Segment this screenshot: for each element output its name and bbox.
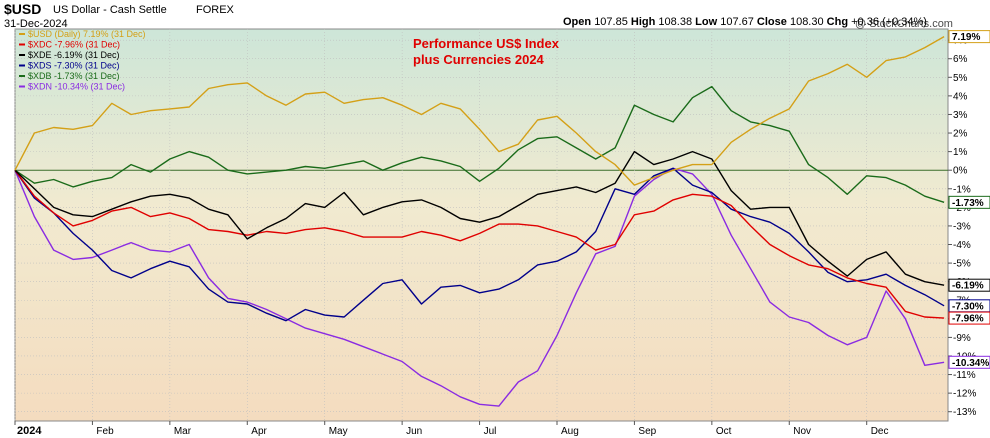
y-tick-label: 3%: [953, 110, 968, 121]
end-value-box: [948, 311, 990, 325]
x-tick-label: Mar: [174, 426, 192, 437]
chg-label: Chg: [826, 16, 849, 28]
x-tick-label: 2024: [17, 425, 42, 437]
series-line: [14, 85, 945, 203]
series-line: [14, 167, 945, 407]
y-tick-label: 5%: [953, 73, 968, 84]
y-tick-label: 2%: [953, 129, 968, 140]
end-value-label: -6.19%: [952, 281, 984, 292]
end-value-box: [948, 195, 990, 209]
legend-entry: $USD (Daily) 7.19% (31 Dec): [28, 29, 146, 39]
end-value-box: [948, 355, 990, 369]
chart-title-line: Performance US$ Index: [413, 36, 560, 51]
ohlc-bar: Open 107.85 High 108.38 Low 107.67 Close…: [563, 16, 927, 28]
x-tick-label: Oct: [716, 426, 732, 437]
close-label: Close: [756, 16, 787, 28]
high-value: 108.38: [658, 16, 693, 28]
end-value-label: -7.30%: [952, 301, 984, 312]
series-line: [14, 150, 945, 286]
chart-date: 31-Dec-2024: [4, 18, 68, 30]
x-tick-label: Apr: [251, 426, 267, 437]
series-line: [14, 167, 945, 322]
end-value-box: [948, 30, 990, 44]
x-tick-label: Jun: [406, 426, 422, 437]
x-tick-label: Sep: [638, 426, 656, 437]
end-value-box: [948, 278, 990, 292]
y-tick-label: -11%: [953, 370, 976, 381]
low-value: 107.67: [720, 16, 754, 28]
end-value-label: -10.34%: [952, 358, 989, 369]
end-value-label: -1.73%: [952, 198, 984, 209]
low-label: Low: [695, 16, 718, 28]
x-tick-label: Dec: [871, 426, 889, 437]
plot-area: [14, 28, 949, 422]
legend-entry: $XDN -10.34% (31 Dec): [28, 82, 125, 92]
legend-entry: $XDB -1.73% (31 Dec): [28, 71, 120, 81]
y-tick-label: 1%: [953, 147, 968, 158]
chart-symbol: $USD: [4, 1, 42, 17]
x-tick-label: Jul: [484, 426, 497, 437]
y-tick-label: -12%: [953, 389, 976, 400]
open-label: Open: [563, 16, 592, 28]
chart-title-line: plus Currencies 2024: [413, 52, 545, 67]
chart-exchange: FOREX: [196, 4, 234, 16]
y-tick-label: 4%: [953, 91, 968, 102]
x-tick-label: May: [329, 426, 348, 437]
x-tick-label: Nov: [793, 426, 811, 437]
chg-value: +0.36 (+0.34%): [851, 16, 927, 28]
y-tick-label: -3%: [953, 221, 971, 232]
y-tick-label: -1%: [953, 184, 971, 195]
high-label: High: [630, 16, 656, 28]
legend-entry: $XDS -7.30% (31 Dec): [28, 61, 120, 71]
series-line: [14, 35, 945, 186]
y-tick-label: -4%: [953, 240, 971, 251]
watermark: @ StockCharts.com: [855, 18, 953, 30]
end-value-label: -7.96%: [952, 314, 984, 325]
end-value-label: 7.19%: [952, 32, 980, 43]
legend-entry: $XDC -7.96% (31 Dec): [28, 40, 120, 50]
y-tick-label: 0%: [953, 166, 968, 177]
series-line: [14, 169, 945, 319]
x-tick-label: Feb: [96, 426, 114, 437]
y-tick-label: 6%: [953, 54, 968, 65]
x-tick-label: Aug: [561, 426, 579, 437]
y-tick-label: -13%: [953, 407, 976, 418]
y-tick-label: -5%: [953, 259, 971, 270]
chart-symbol-name: US Dollar - Cash Settle: [53, 4, 167, 16]
legend-entry: $XDE -6.19% (31 Dec): [28, 50, 120, 60]
open-value: 107.85: [594, 16, 628, 28]
y-tick-label: -9%: [953, 333, 971, 344]
close-value: 108.30: [789, 16, 824, 28]
